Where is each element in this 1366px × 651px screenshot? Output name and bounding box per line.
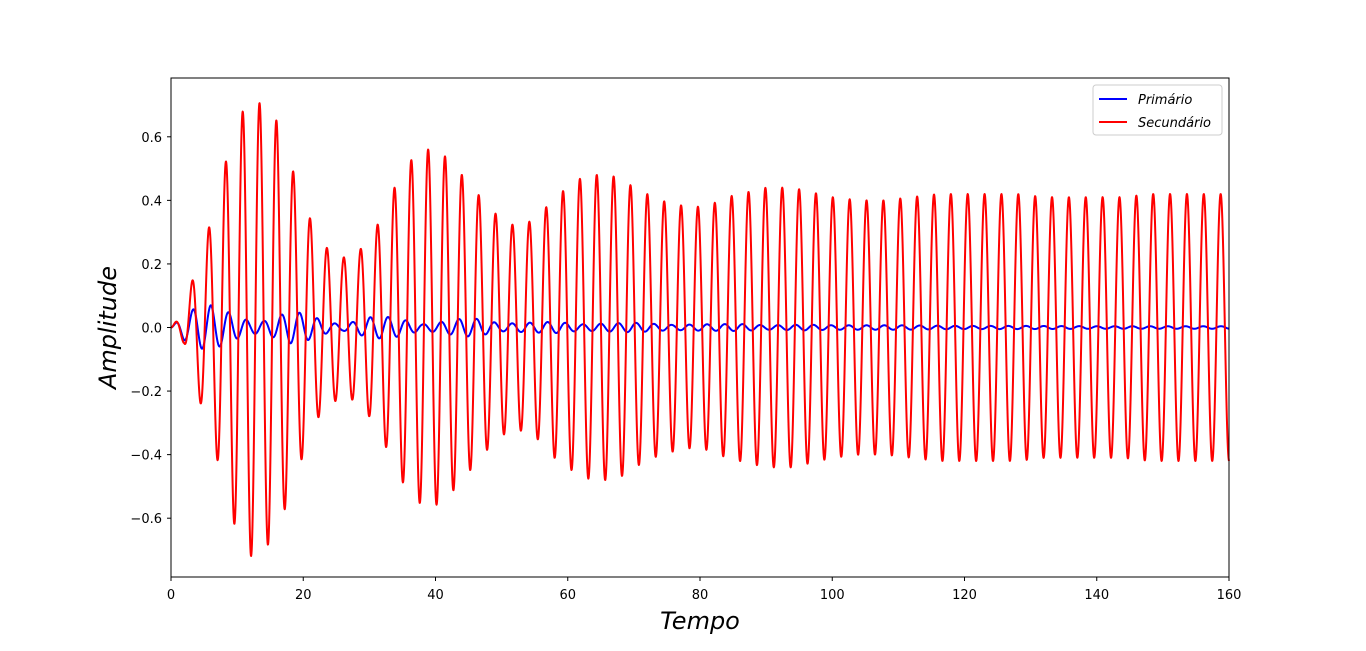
y-tick-label: 0.4: [141, 194, 162, 209]
legend-label-secundario: Secundário: [1138, 116, 1211, 131]
x-tick-label: 80: [692, 588, 709, 603]
x-tick-label: 120: [952, 588, 977, 603]
x-tick-label: 60: [559, 588, 576, 603]
x-tick-label: 140: [1084, 588, 1109, 603]
x-tick-label: 160: [1217, 588, 1242, 603]
x-tick-label: 0: [167, 588, 175, 603]
series-layer: [170, 102, 1230, 557]
series-line-secundario: [170, 102, 1230, 557]
x-axis: 0 20 40 60 80 100 120 140 160: [167, 577, 1242, 603]
x-axis-title: Tempo: [660, 607, 740, 635]
y-axis: −0.6 −0.4 −0.2 0.0 0.2 0.4 0.6: [130, 131, 171, 527]
x-tick-label: 40: [427, 588, 444, 603]
y-axis-title: Amplitude: [94, 266, 122, 391]
y-tick-label: 0.2: [141, 258, 162, 273]
y-tick-label: 0.6: [141, 131, 162, 146]
y-tick-label: 0.0: [141, 322, 162, 337]
y-tick-label: −0.6: [130, 512, 162, 527]
legend: Primário Secundário: [1092, 84, 1223, 136]
x-tick-label: 20: [295, 588, 312, 603]
y-tick-label: −0.4: [130, 449, 162, 464]
legend-label-primario: Primário: [1138, 93, 1192, 108]
y-tick-label: −0.2: [130, 385, 162, 400]
x-tick-label: 100: [820, 588, 845, 603]
